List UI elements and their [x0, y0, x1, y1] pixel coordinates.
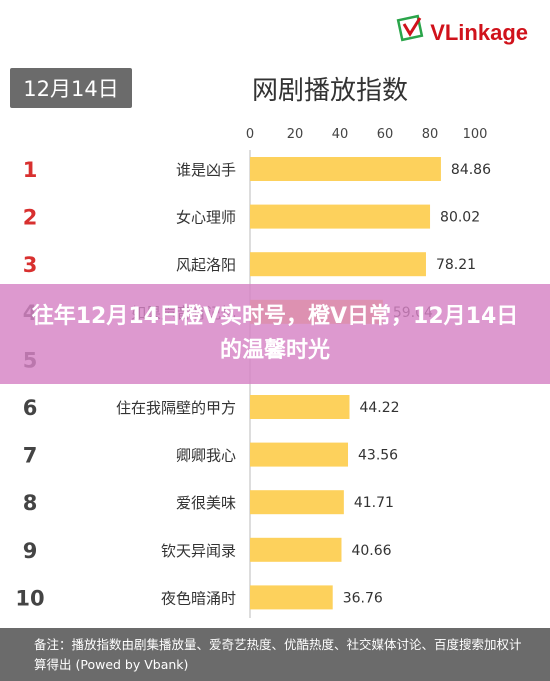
- category-label: 卿卿我心: [176, 447, 236, 465]
- bar: [250, 157, 441, 181]
- rank-label: 10: [15, 586, 44, 610]
- value-label: 44.22: [359, 400, 399, 416]
- bar: [250, 585, 333, 610]
- value-label: 36.76: [343, 590, 383, 606]
- footnote-text: 备注：播放指数由剧集播放量、爱奇艺热度、优酷热度、社交媒体讨论、百度搜索加权计算…: [34, 636, 522, 672]
- category-label: 住在我隔壁的甲方: [116, 399, 236, 417]
- rank-label: 9: [23, 539, 38, 563]
- x-tick-label: 40: [332, 127, 349, 142]
- bar: [250, 252, 426, 277]
- x-tick-label: 20: [287, 127, 304, 142]
- date-badge: 12月14日: [10, 68, 132, 108]
- bar: [250, 442, 349, 467]
- headline-text: 往年12月14日橙V实时号，橙V日常，12月14日的温馨时光: [31, 304, 519, 363]
- category-label: 谁是凶手: [176, 161, 236, 179]
- bar: [250, 204, 431, 229]
- rank-label: 7: [23, 444, 38, 468]
- category-label: 爱很美味: [176, 494, 236, 512]
- bar: [250, 395, 350, 419]
- date-badge-label: 12月14日: [23, 77, 119, 101]
- vlinkage-logo-icon: [396, 14, 424, 42]
- brand-logo: VLinkage: [396, 14, 528, 44]
- rank-label: 8: [23, 491, 38, 515]
- value-label: 41.71: [354, 495, 394, 511]
- value-label: 84.86: [451, 162, 491, 178]
- rank-label: 2: [23, 206, 38, 230]
- rank-label: 6: [23, 396, 38, 420]
- footnote-bar: 备注：播放指数由剧集播放量、爱奇艺热度、优酷热度、社交媒体讨论、百度搜索加权计算…: [0, 628, 550, 681]
- x-tick-label: 0: [246, 127, 254, 142]
- category-label: 夜色暗涌时: [161, 589, 236, 607]
- value-label: 43.56: [358, 448, 398, 464]
- headline-banner: 往年12月14日橙V实时号，橙V日常，12月14日的温馨时光: [0, 284, 550, 384]
- category-label: 女心理师: [176, 209, 236, 227]
- value-label: 80.02: [440, 210, 480, 226]
- x-tick-label: 60: [377, 127, 394, 142]
- brand-name: VLinkage: [430, 20, 528, 45]
- chart-title: 网剧播放指数: [251, 76, 408, 106]
- rank-label: 1: [23, 158, 38, 182]
- bar: [250, 490, 344, 515]
- x-tick-label: 100: [463, 127, 488, 142]
- category-label: 风起洛阳: [176, 256, 236, 274]
- category-label: 钦天异闻录: [161, 542, 236, 560]
- value-label: 40.66: [351, 543, 391, 559]
- value-label: 78.21: [436, 257, 476, 273]
- bar: [250, 537, 342, 562]
- rank-label: 3: [23, 253, 38, 277]
- x-tick-label: 80: [422, 127, 439, 142]
